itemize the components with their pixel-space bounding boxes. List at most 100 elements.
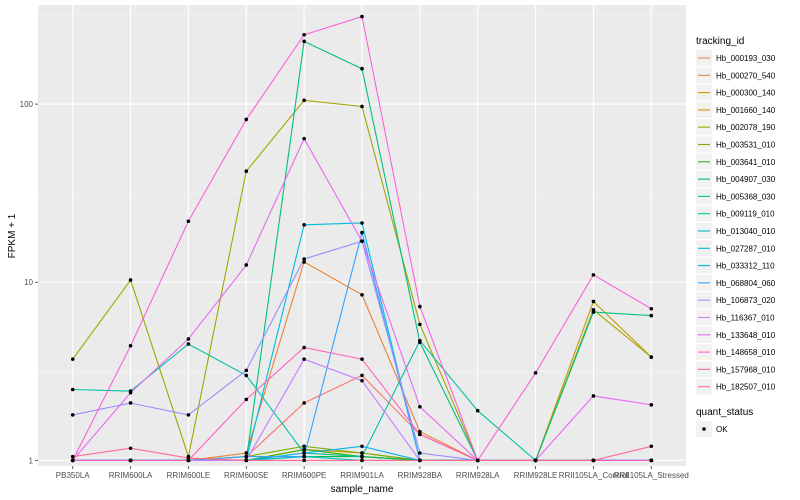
legend-item: Hb_116367_010 — [696, 309, 775, 326]
legend-item: Hb_133648_010 — [696, 326, 776, 343]
legend-label: Hb_106873_020 — [716, 296, 776, 305]
legend-item: Hb_000270_540 — [696, 67, 776, 84]
legend-item: Hb_013040_010 — [696, 223, 776, 239]
data-point — [475, 408, 480, 413]
data-point — [128, 446, 133, 451]
legend2-item: OK — [696, 421, 728, 437]
data-point — [649, 444, 654, 449]
data-point — [244, 373, 249, 378]
data-point — [360, 357, 364, 361]
data-point — [244, 117, 249, 122]
legend-item: Hb_002078_190 — [696, 119, 776, 136]
data-point — [128, 390, 133, 395]
data-point — [649, 306, 654, 311]
data-point — [360, 378, 364, 383]
data-point — [244, 458, 249, 463]
legend-item: Hb_027287_010 — [696, 240, 776, 257]
data-point — [302, 451, 306, 455]
data-point — [128, 401, 133, 405]
data-point — [360, 230, 364, 235]
x-tick-label: RRIM901LA — [340, 471, 384, 480]
legend-label: Hb_000193_030 — [716, 54, 776, 63]
data-point — [302, 454, 306, 459]
x-tick-label: RRIM600LA — [109, 471, 153, 480]
legend-item: Hb_001660_140 — [696, 101, 776, 118]
legend-label: Hb_009119_010 — [716, 210, 775, 219]
data-point — [186, 219, 191, 224]
data-point — [360, 14, 364, 19]
data-point — [418, 322, 422, 327]
data-point — [360, 454, 364, 459]
data-point — [591, 273, 596, 277]
data-point — [591, 310, 596, 314]
y-tick-label: 1 — [29, 456, 34, 465]
data-point — [418, 458, 422, 463]
data-point — [244, 451, 249, 455]
legend-label: Hb_013040_010 — [716, 227, 776, 236]
data-point — [128, 343, 133, 348]
legend-item: Hb_033312_110 — [696, 257, 775, 274]
legend-label: Hb_003531_010 — [716, 141, 776, 150]
data-point — [302, 98, 306, 103]
major-grid — [38, 5, 686, 466]
data-point — [649, 355, 654, 359]
data-point — [186, 342, 191, 346]
data-point — [186, 413, 191, 417]
data-point — [360, 66, 364, 71]
data-point — [418, 338, 422, 343]
data-point — [649, 313, 654, 318]
data-point — [360, 444, 364, 449]
data-point — [70, 458, 75, 463]
legend-label: Hb_003641_010 — [716, 158, 776, 167]
legend-quant-status: quant_status OK — [696, 407, 753, 437]
x-tick-label: RRII105LA_Stressed — [614, 471, 689, 480]
data-point — [302, 444, 306, 449]
legend-item: Hb_106873_020 — [696, 292, 776, 309]
data-point — [70, 387, 75, 392]
data-point — [70, 413, 75, 417]
legend-item: Hb_009119_010 — [696, 205, 775, 222]
data-point — [360, 293, 364, 297]
data-point — [302, 136, 306, 141]
legend-item: Hb_068804_060 — [696, 274, 776, 291]
legend-label: Hb_116367_010 — [716, 314, 775, 323]
legend-item: Hb_000193_030 — [696, 50, 776, 66]
legend-label: Hb_000300_140 — [716, 89, 776, 98]
legend-title: tracking_id — [696, 36, 744, 47]
data-point — [418, 429, 422, 434]
x-axis-title: sample_name — [331, 484, 394, 495]
x-tick-label: PB350LA — [56, 471, 90, 480]
legend-label: Hb_068804_060 — [716, 279, 776, 288]
data-point — [302, 447, 306, 452]
data-point — [244, 169, 249, 174]
legend-tracking-id: tracking_id Hb_000193_030 Hb_000270_540 Hb… — [696, 36, 776, 395]
legend-label: Hb_133648_010 — [716, 331, 776, 340]
data-point — [302, 458, 306, 463]
legend-label: Hb_182507_010 — [716, 383, 776, 392]
legend-item: Hb_148658_010 — [696, 344, 776, 361]
legend-item: Hb_004907_030 — [696, 171, 776, 188]
legend2-title: quant_status — [696, 407, 753, 418]
legend-item: Hb_005368_030 — [696, 188, 776, 205]
legend-item: Hb_003641_010 — [696, 153, 776, 170]
data-point — [533, 458, 538, 463]
data-point — [302, 357, 306, 361]
data-point — [244, 454, 249, 459]
data-point — [649, 403, 654, 407]
data-point — [302, 32, 306, 37]
data-point — [302, 260, 306, 264]
data-point — [302, 223, 306, 227]
legend2-label: OK — [716, 425, 728, 434]
legend-label: Hb_027287_010 — [716, 244, 776, 253]
legend-item: Hb_157968_010 — [696, 361, 776, 378]
data-point — [244, 368, 249, 373]
data-point — [244, 263, 249, 267]
legend-label: Hb_000270_540 — [716, 71, 776, 80]
data-point — [591, 299, 596, 304]
data-point — [649, 458, 654, 463]
x-tick-label: RRIM928LE — [514, 471, 558, 480]
legend-label: Hb_148658_010 — [716, 348, 776, 357]
legend-label: Hb_005368_030 — [716, 192, 776, 201]
y-tick-label: 10 — [24, 278, 33, 287]
